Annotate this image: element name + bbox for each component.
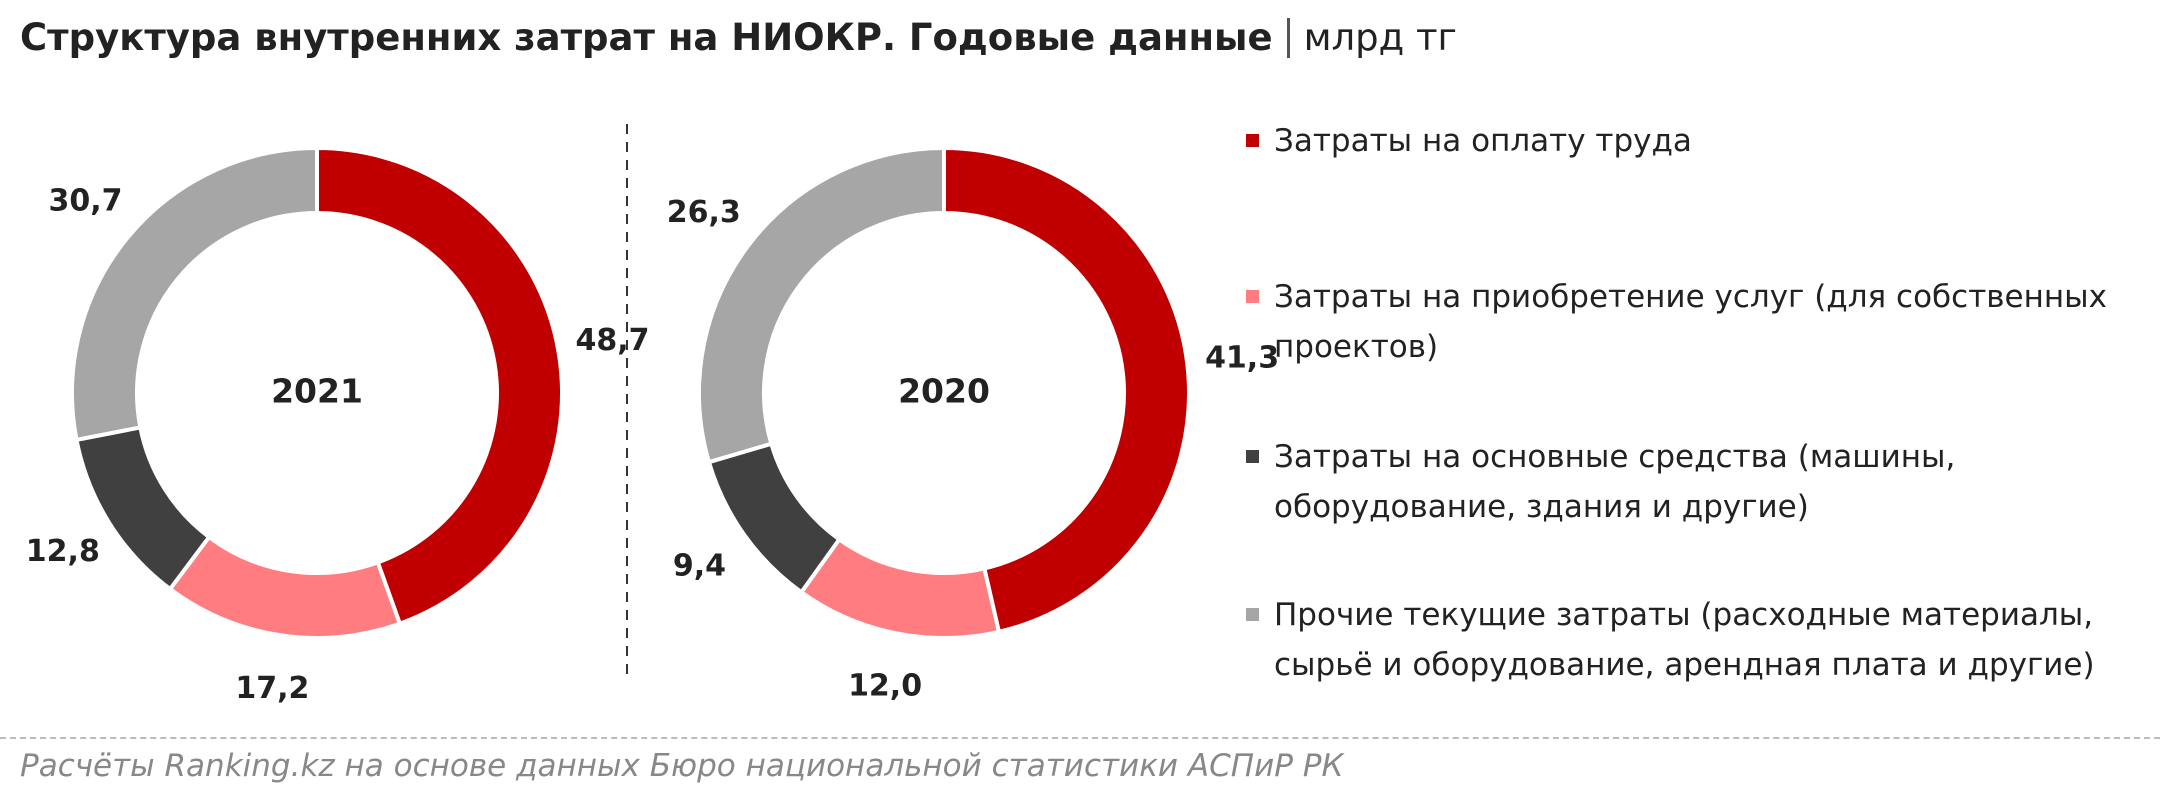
legend-marker: [1246, 450, 1259, 463]
value-label: 12,8: [26, 534, 100, 569]
donut-segment: [706, 441, 843, 596]
footer-rule: [0, 737, 2160, 739]
donut-segment: [167, 534, 403, 640]
source: Расчёты Ranking.kz на основе данных Бюро…: [20, 748, 1344, 784]
legend-item: Прочие текущие затраты (расходные матери…: [1246, 590, 2154, 690]
legend-marker: [1246, 608, 1259, 621]
legend-item: Затраты на приобретение услуг (для собст…: [1246, 272, 2154, 372]
value-label: 9,4: [673, 548, 726, 583]
unit: млрд тг: [1303, 16, 1457, 59]
legend-label: Затраты на оплату труда: [1274, 123, 1692, 159]
donut-segment: [315, 145, 564, 627]
legend-item: Затраты на основные средства (машины, об…: [1246, 432, 2154, 532]
value-label: 41,3: [1205, 341, 1279, 376]
legend-label: Затраты на приобретение услуг (для собст…: [1274, 279, 2107, 365]
title-row: Структура внутренних затрат на НИОКР. Го…: [20, 16, 1457, 59]
separator: [1286, 18, 1290, 58]
donut-segment: [942, 145, 1191, 635]
value-label: 17,2: [235, 671, 309, 706]
value-label: 26,3: [667, 195, 741, 230]
legend-item: Затраты на оплату труда: [1246, 116, 2154, 166]
value-label: 12,0: [848, 669, 922, 704]
legend-label: Прочие текущие затраты (расходные матери…: [1274, 597, 2095, 683]
legend-marker: [1246, 134, 1259, 147]
center-label: 2021: [271, 372, 363, 411]
value-label: 48,7: [576, 323, 650, 358]
chart-title: Структура внутренних затрат на НИОКР. Го…: [20, 16, 1273, 59]
value-label: 30,7: [48, 184, 122, 219]
legend-marker: [1246, 290, 1259, 303]
donut-segment: [70, 145, 319, 443]
legend-label: Затраты на основные средства (машины, об…: [1274, 439, 1956, 525]
donut-segment: [697, 145, 946, 465]
center-label: 2020: [898, 372, 990, 411]
